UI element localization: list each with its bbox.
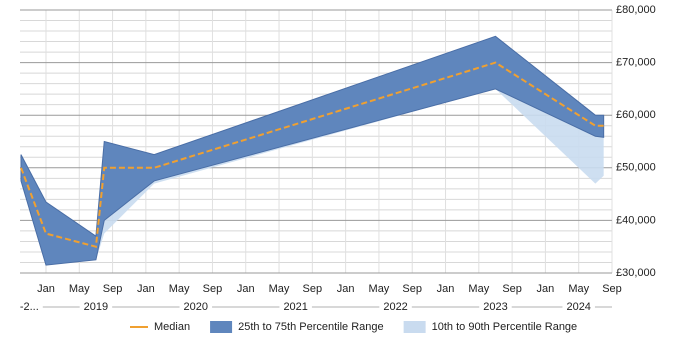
- y-tick-label: £30,000: [616, 267, 656, 279]
- x-tick-label: Sep: [602, 283, 622, 295]
- year-label: 2020: [184, 301, 208, 313]
- year-label: 2023: [483, 301, 507, 313]
- legend-swatch: [210, 321, 233, 333]
- x-tick-label: May: [269, 283, 290, 295]
- year-label-bg: [479, 300, 512, 313]
- median-line: [20, 61, 604, 248]
- year-label-bg: [379, 300, 412, 313]
- x-tick-label: Jan: [137, 283, 155, 295]
- y-tick-label: £70,000: [616, 57, 656, 69]
- x-tick-label: Jan: [437, 283, 455, 295]
- year-label: -2...: [20, 301, 39, 313]
- legend-label: Median: [154, 321, 190, 333]
- year-label-bg: [179, 300, 213, 313]
- x-tick-label: May: [169, 283, 190, 295]
- year-label-bg: [15, 300, 43, 313]
- x-tick-label: Jan: [237, 283, 255, 295]
- y-tick-label: £60,000: [616, 109, 656, 121]
- x-tick-label: Sep: [402, 283, 422, 295]
- y-tick-label: £40,000: [616, 214, 656, 226]
- legend-label: 25th to 75th Percentile Range: [238, 321, 384, 333]
- y-tick-label: £50,000: [616, 162, 656, 174]
- range-band: [20, 35, 605, 266]
- year-label-bg: [79, 300, 113, 313]
- year-label: 2021: [283, 301, 307, 313]
- x-tick-label: May: [468, 283, 489, 295]
- x-tick-label: Jan: [337, 283, 355, 295]
- year-label: 2019: [84, 301, 108, 313]
- legend: Median 25th to 75th Percentile Range 10th …: [130, 321, 577, 333]
- x-tick-label: May: [568, 283, 589, 295]
- x-tick-label: Sep: [303, 283, 323, 295]
- y-tick-label: £80,000: [616, 4, 656, 16]
- x-tick-label: May: [369, 283, 390, 295]
- year-label-bg: [279, 300, 312, 313]
- x-tick-label: Sep: [502, 283, 522, 295]
- year-label-bg: [562, 300, 595, 313]
- x-tick-label: Jan: [537, 283, 555, 295]
- year-label: 2024: [566, 301, 590, 313]
- legend-label: 10th to 90th Percentile Range: [432, 321, 578, 333]
- x-tick-label: Sep: [103, 283, 123, 295]
- x-tick-label: May: [69, 283, 90, 295]
- year-label: 2022: [383, 301, 407, 313]
- x-tick-label: Jan: [37, 283, 55, 295]
- legend-swatch: [403, 321, 426, 333]
- x-tick-label: Sep: [203, 283, 223, 295]
